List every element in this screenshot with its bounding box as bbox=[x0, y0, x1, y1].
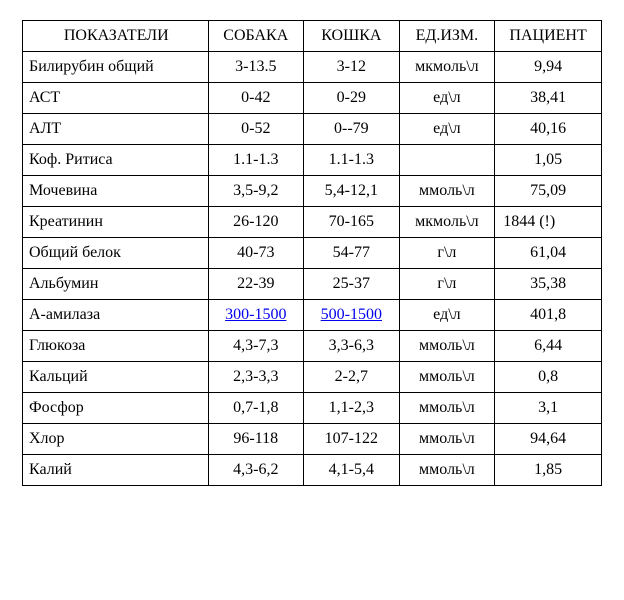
cell-unit: ммоль\л bbox=[399, 362, 495, 393]
blood-test-table: ПОКАЗАТЕЛИ СОБАКА КОШКА ЕД.ИЗМ. ПАЦИЕНТ … bbox=[22, 20, 602, 486]
cell-unit: ммоль\л bbox=[399, 331, 495, 362]
cell-parameter: Кальций bbox=[23, 362, 209, 393]
cell-parameter: Мочевина bbox=[23, 176, 209, 207]
table-row: АЛТ0-520--79ед\л40,16 bbox=[23, 114, 602, 145]
cell-parameter: АСТ bbox=[23, 83, 209, 114]
cell-unit: ммоль\л bbox=[399, 176, 495, 207]
cell-patient: 75,09 bbox=[495, 176, 602, 207]
cell-dog: 4,3-7,3 bbox=[208, 331, 304, 362]
cell-parameter: Хлор bbox=[23, 424, 209, 455]
cell-parameter: Коф. Ритиса bbox=[23, 145, 209, 176]
cell-cat: 25-37 bbox=[304, 269, 400, 300]
cell-cat: 3-12 bbox=[304, 52, 400, 83]
header-parameter: ПОКАЗАТЕЛИ bbox=[23, 21, 209, 52]
cell-parameter: А-амилаза bbox=[23, 300, 209, 331]
cell-unit: ммоль\л bbox=[399, 393, 495, 424]
cell-patient: 0,8 bbox=[495, 362, 602, 393]
cell-dog: 2,3-3,3 bbox=[208, 362, 304, 393]
cell-unit: ед\л bbox=[399, 300, 495, 331]
table-row: Коф. Ритиса1.1-1.31.1-1.31,05 bbox=[23, 145, 602, 176]
table-row: Креатинин26-12070-165мкмоль\л1844 (!) bbox=[23, 207, 602, 238]
table-row: Кальций2,3-3,32-2,7ммоль\л0,8 bbox=[23, 362, 602, 393]
cell-unit: мкмоль\л bbox=[399, 52, 495, 83]
cell-patient: 94,64 bbox=[495, 424, 602, 455]
cell-dog: 40-73 bbox=[208, 238, 304, 269]
table-row: А-амилаза 300-1500 500-1500 ед\л401,8 bbox=[23, 300, 602, 331]
table-row: Калий4,3-6,24,1-5,4ммоль\л1,85 bbox=[23, 455, 602, 486]
cell-patient: 6,44 bbox=[495, 331, 602, 362]
cell-cat: 0-29 bbox=[304, 83, 400, 114]
cell-cat: 54-77 bbox=[304, 238, 400, 269]
cell-cat: 1.1-1.3 bbox=[304, 145, 400, 176]
cell-patient: 38,41 bbox=[495, 83, 602, 114]
cell-patient: 3,1 bbox=[495, 393, 602, 424]
table-row: Мочевина3,5-9,25,4-12,1ммоль\л75,09 bbox=[23, 176, 602, 207]
cell-cat: 70-165 bbox=[304, 207, 400, 238]
cell-dog: 4,3-6,2 bbox=[208, 455, 304, 486]
cell-patient: 61,04 bbox=[495, 238, 602, 269]
cell-unit: ммоль\л bbox=[399, 424, 495, 455]
cell-dog: 3,5-9,2 bbox=[208, 176, 304, 207]
cell-unit: ед\л bbox=[399, 114, 495, 145]
table-row: АСТ0-420-29ед\л38,41 bbox=[23, 83, 602, 114]
cell-parameter: Билирубин общий bbox=[23, 52, 209, 83]
cell-patient: 35,38 bbox=[495, 269, 602, 300]
link-text[interactable]: 300-1500 bbox=[225, 306, 286, 323]
cell-dog: 1.1-1.3 bbox=[208, 145, 304, 176]
cell-patient: 40,16 bbox=[495, 114, 602, 145]
cell-dog: 0,7-1,8 bbox=[208, 393, 304, 424]
cell-parameter: Калий bbox=[23, 455, 209, 486]
cell-unit: мкмоль\л bbox=[399, 207, 495, 238]
cell-dog: 26-120 bbox=[208, 207, 304, 238]
table-row: Хлор96-118107-122ммоль\л94,64 bbox=[23, 424, 602, 455]
cell-patient: 9,94 bbox=[495, 52, 602, 83]
cell-cat: 5,4-12,1 bbox=[304, 176, 400, 207]
cell-parameter: Альбумин bbox=[23, 269, 209, 300]
cell-cat: 500-1500 bbox=[304, 300, 400, 331]
header-dog: СОБАКА bbox=[208, 21, 304, 52]
cell-dog: 3-13.5 bbox=[208, 52, 304, 83]
cell-cat: 2-2,7 bbox=[304, 362, 400, 393]
table-row: Глюкоза4,3-7,33,3-6,3ммоль\л6,44 bbox=[23, 331, 602, 362]
cell-cat: 107-122 bbox=[304, 424, 400, 455]
cell-dog: 22-39 bbox=[208, 269, 304, 300]
cell-unit: г\л bbox=[399, 238, 495, 269]
cell-dog: 96-118 bbox=[208, 424, 304, 455]
cell-parameter: Креатинин bbox=[23, 207, 209, 238]
table-header-row: ПОКАЗАТЕЛИ СОБАКА КОШКА ЕД.ИЗМ. ПАЦИЕНТ bbox=[23, 21, 602, 52]
table-row: Общий белок40-7354-77г\л61,04 bbox=[23, 238, 602, 269]
cell-cat: 0--79 bbox=[304, 114, 400, 145]
cell-unit: г\л bbox=[399, 269, 495, 300]
cell-dog: 300-1500 bbox=[208, 300, 304, 331]
cell-unit: ммоль\л bbox=[399, 455, 495, 486]
header-cat: КОШКА bbox=[304, 21, 400, 52]
table-row: Альбумин22-3925-37г\л35,38 bbox=[23, 269, 602, 300]
link-text[interactable]: 500-1500 bbox=[321, 306, 382, 323]
cell-parameter: АЛТ bbox=[23, 114, 209, 145]
table-row: Билирубин общий3-13.53-12мкмоль\л9,94 bbox=[23, 52, 602, 83]
cell-parameter: Фосфор bbox=[23, 393, 209, 424]
cell-patient: 1,05 bbox=[495, 145, 602, 176]
cell-unit: ед\л bbox=[399, 83, 495, 114]
cell-cat: 3,3-6,3 bbox=[304, 331, 400, 362]
cell-dog: 0-42 bbox=[208, 83, 304, 114]
table-body: Билирубин общий3-13.53-12мкмоль\л9,94АСТ… bbox=[23, 52, 602, 486]
cell-cat: 4,1-5,4 bbox=[304, 455, 400, 486]
header-patient: ПАЦИЕНТ bbox=[495, 21, 602, 52]
header-unit: ЕД.ИЗМ. bbox=[399, 21, 495, 52]
cell-parameter: Общий белок bbox=[23, 238, 209, 269]
cell-dog: 0-52 bbox=[208, 114, 304, 145]
cell-unit bbox=[399, 145, 495, 176]
cell-parameter: Глюкоза bbox=[23, 331, 209, 362]
table-row: Фосфор0,7-1,81,1-2,3ммоль\л3,1 bbox=[23, 393, 602, 424]
cell-cat: 1,1-2,3 bbox=[304, 393, 400, 424]
cell-patient: 401,8 bbox=[495, 300, 602, 331]
cell-patient: 1,85 bbox=[495, 455, 602, 486]
cell-patient: 1844 (!) bbox=[495, 207, 602, 238]
